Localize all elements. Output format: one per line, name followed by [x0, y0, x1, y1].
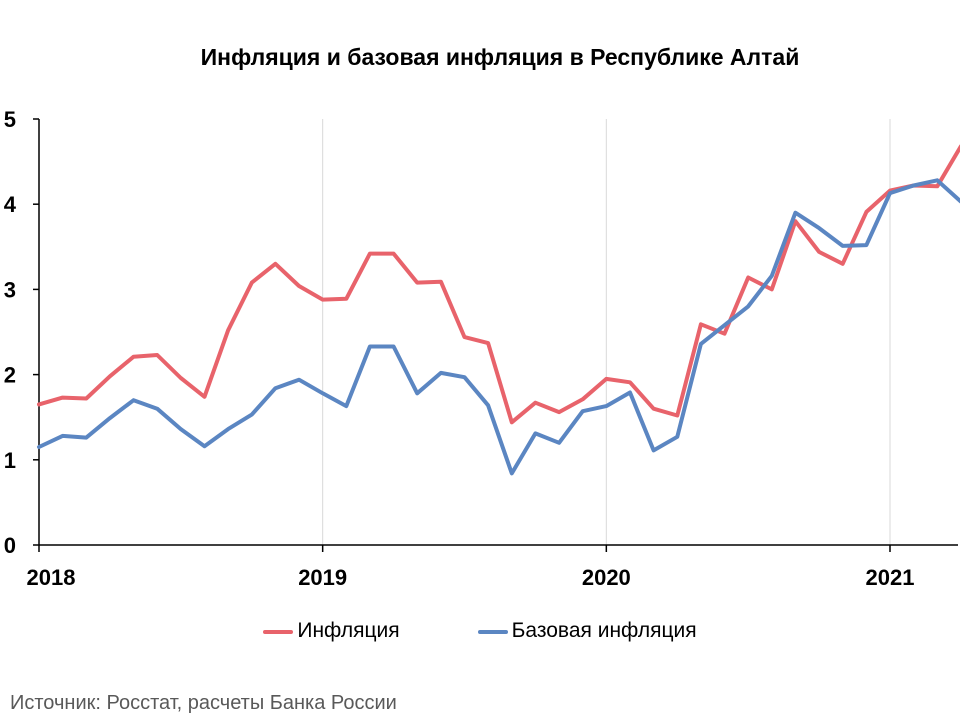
- chart-plot: 0 1 2 3 4 5 2018 2019 2020 2021: [4, 107, 960, 590]
- y-tick-label: 1: [4, 448, 16, 473]
- y-tick-label: 0: [4, 533, 16, 558]
- source-note: Источник: Росстат, расчеты Банка России: [10, 692, 397, 714]
- series-line-core-inflation: [37, 178, 960, 476]
- x-tick-label: 2018: [27, 565, 76, 590]
- chart-legend: Инфляция Базовая инфляция: [0, 619, 960, 643]
- legend-item-inflation: Инфляция: [263, 619, 400, 643]
- y-tick-label: 2: [4, 363, 16, 388]
- y-tick-label: 5: [4, 107, 16, 132]
- legend-swatch-core-inflation: [477, 630, 508, 634]
- legend-swatch-inflation: [263, 630, 294, 634]
- x-tick-label: 2020: [582, 565, 631, 590]
- chart-title: Инфляция и базовая инфляция в Республике…: [200, 44, 800, 70]
- series-line-inflation: [37, 144, 960, 425]
- legend-label-inflation: Инфляция: [297, 619, 400, 642]
- x-tick-label: 2019: [298, 565, 347, 590]
- y-tick-label: 4: [4, 192, 17, 217]
- x-tick-label: 2021: [866, 565, 915, 590]
- legend-item-core-inflation: Базовая инфляция: [477, 619, 697, 643]
- y-tick-label: 3: [4, 277, 16, 302]
- legend-label-core-inflation: Базовая инфляция: [511, 619, 697, 642]
